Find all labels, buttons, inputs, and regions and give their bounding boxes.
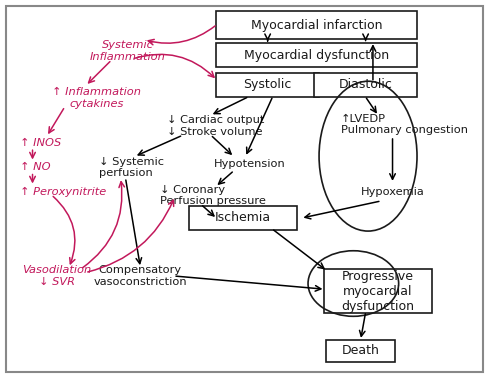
FancyBboxPatch shape bbox=[216, 11, 417, 39]
Text: Vasodilation
↓ SVR: Vasodilation ↓ SVR bbox=[22, 265, 92, 287]
Text: ↑ INOS: ↑ INOS bbox=[20, 138, 61, 148]
FancyBboxPatch shape bbox=[326, 340, 395, 362]
Text: Diastolic: Diastolic bbox=[338, 79, 392, 91]
Text: Myocardial dysfunction: Myocardial dysfunction bbox=[244, 49, 389, 62]
Text: Progressive
myocardial
dysfunction: Progressive myocardial dysfunction bbox=[342, 270, 414, 312]
FancyBboxPatch shape bbox=[216, 43, 417, 67]
Text: Compensatory
vasoconstriction: Compensatory vasoconstriction bbox=[94, 265, 187, 287]
Text: Hypoxemia: Hypoxemia bbox=[360, 187, 424, 197]
Text: Death: Death bbox=[342, 344, 380, 358]
Text: ↑LVEDP
Pulmonary congestion: ↑LVEDP Pulmonary congestion bbox=[341, 114, 468, 135]
FancyBboxPatch shape bbox=[190, 206, 297, 230]
Text: Systolic: Systolic bbox=[244, 79, 292, 91]
FancyBboxPatch shape bbox=[216, 73, 319, 97]
FancyBboxPatch shape bbox=[314, 73, 417, 97]
Text: Hypotension: Hypotension bbox=[214, 159, 286, 169]
FancyBboxPatch shape bbox=[324, 270, 432, 312]
Text: ↓ Systemic
perfusion: ↓ Systemic perfusion bbox=[98, 156, 164, 178]
Text: ↓ Coronary
Perfusion pressure: ↓ Coronary Perfusion pressure bbox=[160, 185, 266, 206]
Text: ↑ Inflammation
cytakines: ↑ Inflammation cytakines bbox=[52, 87, 141, 109]
Text: Myocardial infarction: Myocardial infarction bbox=[251, 18, 382, 32]
Text: ↑ NO: ↑ NO bbox=[20, 162, 51, 173]
Text: ↓ Cardiac output
↓ Stroke volume: ↓ Cardiac output ↓ Stroke volume bbox=[167, 115, 264, 137]
Text: Ischemia: Ischemia bbox=[215, 211, 271, 224]
Text: Systemic
Inflammation: Systemic Inflammation bbox=[90, 41, 166, 62]
Text: ↑ Peroxynitrite: ↑ Peroxynitrite bbox=[20, 187, 106, 197]
